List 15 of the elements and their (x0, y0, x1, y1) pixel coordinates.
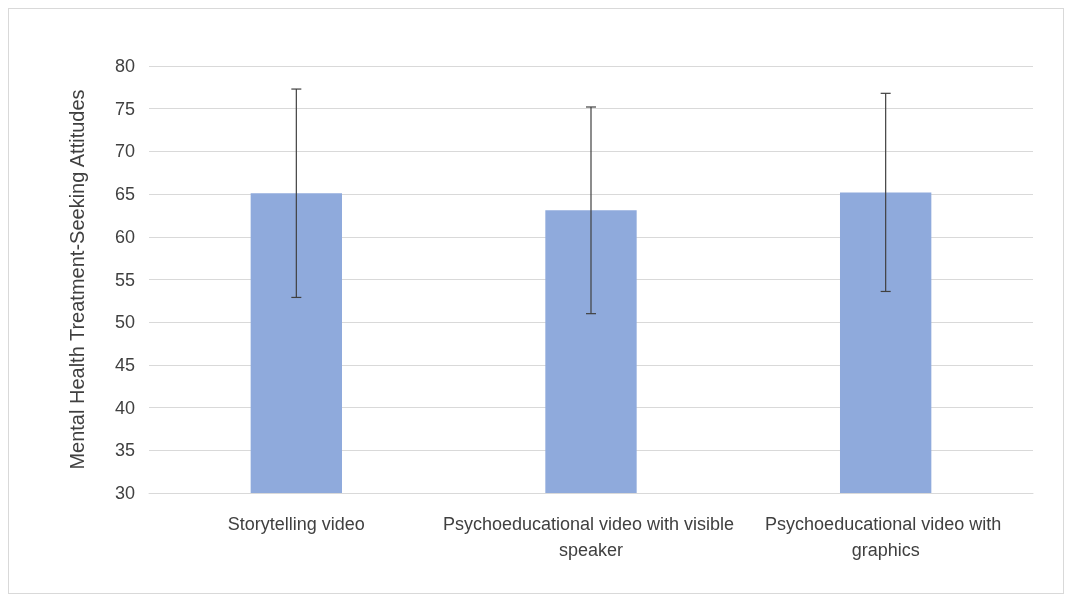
y-axis-title: Mental Health Treatment-Seeking Attitudes (66, 89, 88, 470)
y-tick-label: 70 (114, 141, 135, 162)
x-tick-label: Storytelling video (227, 514, 365, 534)
y-tick-label: 55 (114, 269, 135, 290)
x-tick-label: Psychoeducational video with visible speaker (442, 514, 740, 560)
y-tick-label: 45 (114, 354, 135, 375)
y-tick-label: 80 (114, 56, 135, 76)
y-tick-label: 35 (114, 440, 135, 461)
y-tick-label: 65 (114, 184, 135, 205)
y-tick-label: 60 (114, 226, 135, 247)
y-tick-label: 30 (114, 483, 135, 503)
y-tick-label: 50 (114, 312, 135, 333)
y-tick-label: 75 (114, 98, 135, 119)
y-tick-label: 40 (114, 397, 135, 418)
x-tick-label: Psychoeducational video with graphics (765, 514, 1007, 560)
